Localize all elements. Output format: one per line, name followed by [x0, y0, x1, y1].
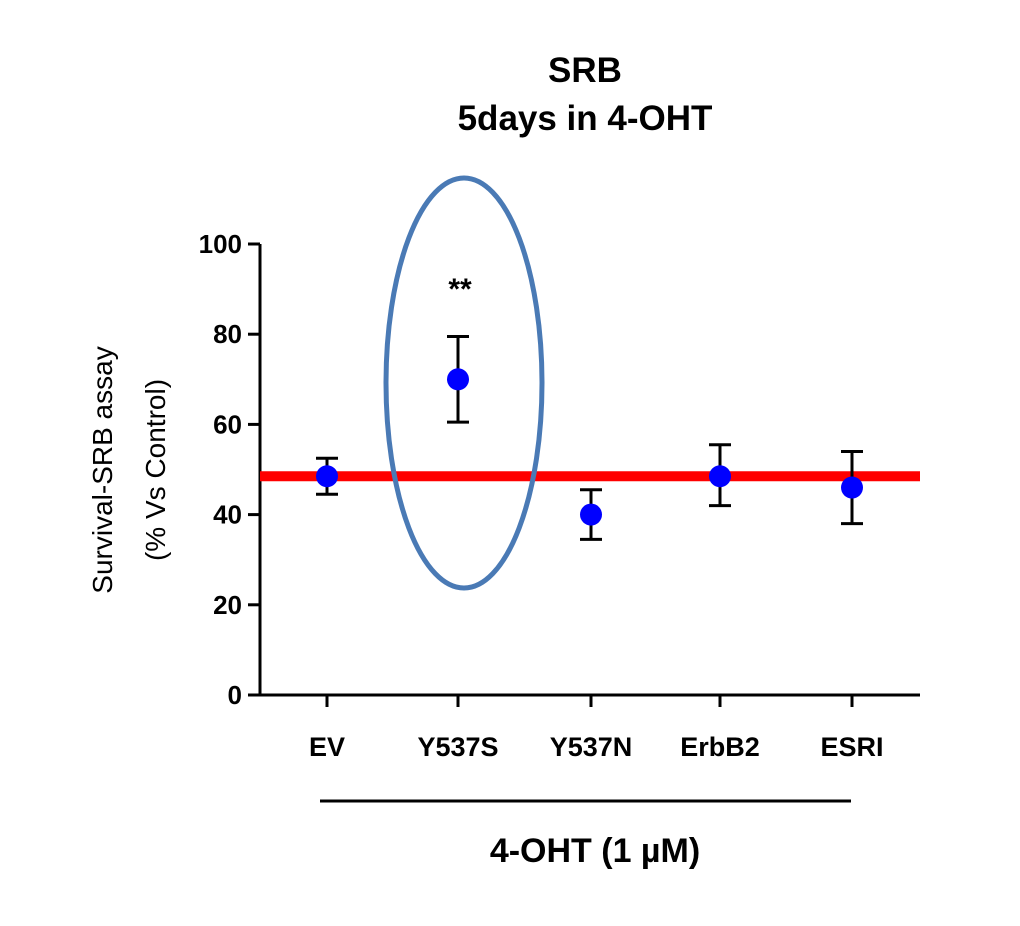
- x-tick-label-EV: EV: [309, 732, 345, 762]
- x-tick-label-Y537S: Y537S: [417, 732, 498, 762]
- significance-marker: **: [448, 273, 472, 306]
- y-tick-label-20: 20: [213, 590, 242, 620]
- y-tick-label-100: 100: [199, 229, 242, 259]
- annotations: **: [383, 175, 545, 591]
- y-tick-label-0: 0: [228, 680, 242, 710]
- chart-title-line-1: SRB: [548, 51, 622, 90]
- data-point-Y537S: [447, 368, 469, 391]
- y-tick-label-80: 80: [213, 319, 242, 349]
- data-point-ESRI: [841, 476, 863, 499]
- data-point-ErbB2: [709, 465, 731, 488]
- x-tick-label-Y537N: Y537N: [550, 732, 633, 762]
- data-points: [316, 334, 863, 541]
- x-tick-label-ErbB2: ErbB2: [680, 732, 760, 762]
- y-axis-label-line-2: (% Vs Control): [140, 379, 171, 561]
- x-axis-treatment-label: 4-OHT (1 µM): [490, 832, 700, 870]
- y-axis-label-line-1: Survival-SRB assay: [87, 346, 118, 593]
- data-point-Y537N: [580, 503, 602, 526]
- data-point-EV: [316, 465, 338, 488]
- y-tick-label-40: 40: [213, 500, 242, 530]
- x-tick-label-ESRI: ESRI: [820, 732, 883, 762]
- chart-title-line-2: 5days in 4-OHT: [458, 99, 713, 138]
- highlight-ellipse: [383, 175, 545, 591]
- y-tick-label-60: 60: [213, 409, 242, 439]
- axes: 0 20 40 60 80 100 EV Y537S Y537N ErbB2 ESRI: [199, 229, 920, 762]
